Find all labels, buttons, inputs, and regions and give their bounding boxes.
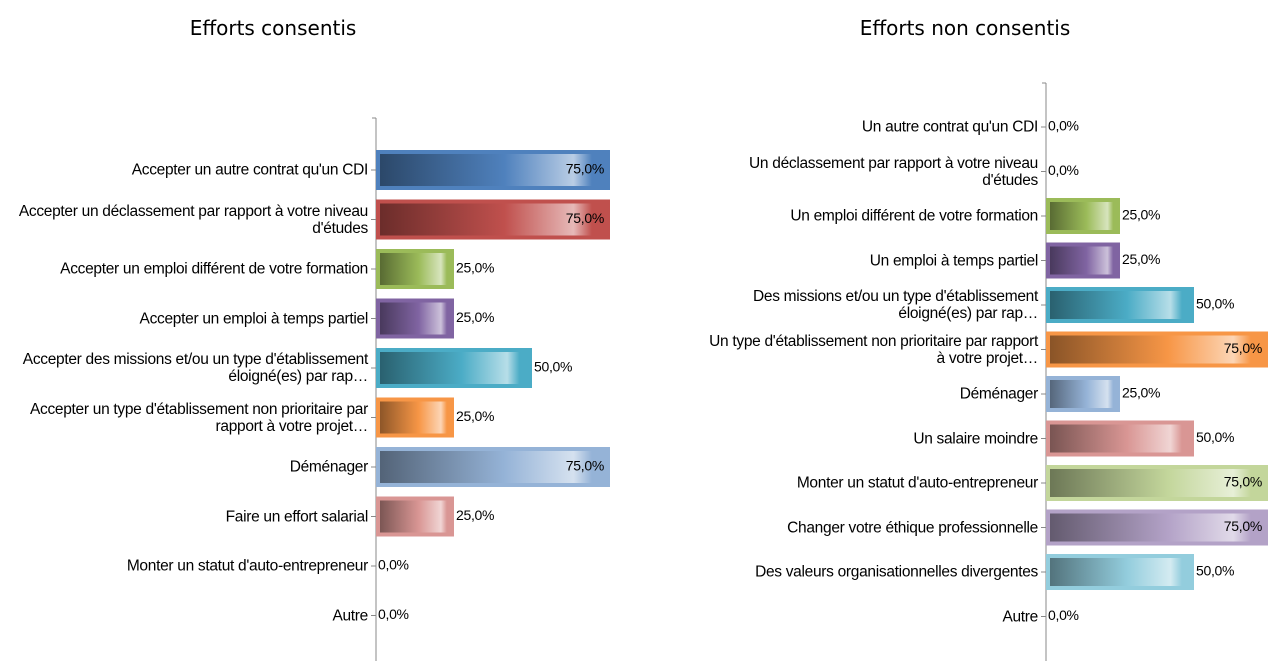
bar xyxy=(376,496,454,537)
category-label: Accepter un emploi différent de votre fo… xyxy=(60,260,368,278)
bar xyxy=(1046,554,1194,590)
category-label: Des valeurs organisationnelles divergent… xyxy=(755,563,1038,581)
category-label: Monter un statut d'auto-entrepreneur xyxy=(796,474,1038,492)
value-label: 75,0% xyxy=(1224,518,1262,534)
value-label: 0,0% xyxy=(1048,162,1079,178)
bar xyxy=(1046,242,1120,279)
value-label: 25,0% xyxy=(456,260,494,276)
category-label: Accepter un emploi à temps partiel xyxy=(139,310,369,327)
value-label: 75,0% xyxy=(566,161,604,177)
value-label: 25,0% xyxy=(1122,385,1160,401)
value-label: 75,0% xyxy=(1224,474,1262,490)
category-label: Accepter un déclassement par rapport à v… xyxy=(18,202,368,237)
bar xyxy=(1046,509,1268,546)
value-label: 50,0% xyxy=(1196,563,1234,579)
value-label: 50,0% xyxy=(534,359,572,375)
category-label: Un autre contrat qu'un CDI xyxy=(861,118,1038,136)
category-label: Autre xyxy=(332,607,368,624)
value-label: 75,0% xyxy=(566,458,604,474)
value-label: 0,0% xyxy=(1048,607,1079,623)
chart-title: Efforts consentis xyxy=(189,16,357,40)
category-label: Un emploi différent de votre formation xyxy=(790,207,1038,225)
bar xyxy=(376,348,532,388)
value-label: 0,0% xyxy=(378,557,409,573)
value-label: 25,0% xyxy=(1122,207,1160,223)
category-label: Un type d'établissement non prioritaire … xyxy=(709,332,1038,367)
bar xyxy=(376,150,610,190)
bar xyxy=(1046,198,1120,234)
category-label: Déménager xyxy=(959,385,1039,403)
category-label: Monter un statut d'auto-entrepreneur xyxy=(126,557,368,575)
value-label: 0,0% xyxy=(378,606,409,622)
category-label: Des missions et/ou un type d'établisseme… xyxy=(752,288,1038,322)
value-label: 50,0% xyxy=(1196,296,1234,312)
value-label: 75,0% xyxy=(566,210,604,226)
category-label: Accepter un autre contrat qu'un CDI xyxy=(131,161,369,179)
value-label: 50,0% xyxy=(1196,429,1234,445)
bar xyxy=(1046,376,1120,412)
value-label: 25,0% xyxy=(1122,251,1160,267)
bar xyxy=(376,298,454,339)
bar xyxy=(376,199,610,240)
value-label: 25,0% xyxy=(456,408,494,424)
value-label: 25,0% xyxy=(456,309,494,325)
bar xyxy=(1046,287,1194,323)
bar xyxy=(376,447,610,487)
category-label: Un déclassement par rapport à votre nive… xyxy=(749,154,1038,189)
bar xyxy=(1046,420,1194,457)
category-label: Déménager xyxy=(289,458,369,476)
value-label: 25,0% xyxy=(456,507,494,523)
category-label: Autre xyxy=(1002,608,1038,625)
value-label: 75,0% xyxy=(1224,340,1262,356)
category-label: Changer votre éthique professionnelle xyxy=(787,519,1038,536)
category-label: Faire un effort salarial xyxy=(225,508,369,525)
category-label: Accepter des missions et/ou un type d'ét… xyxy=(22,351,369,385)
category-label: Accepter un type d'établissement non pri… xyxy=(29,400,368,435)
bar xyxy=(376,249,454,289)
bar xyxy=(1046,331,1268,368)
bar xyxy=(1046,465,1268,501)
chart-title: Efforts non consentis xyxy=(859,16,1071,40)
bar xyxy=(376,397,454,438)
value-label: 0,0% xyxy=(1048,118,1079,134)
category-label: Un salaire moindre xyxy=(913,430,1038,447)
category-label: Un emploi à temps partiel xyxy=(869,252,1039,269)
